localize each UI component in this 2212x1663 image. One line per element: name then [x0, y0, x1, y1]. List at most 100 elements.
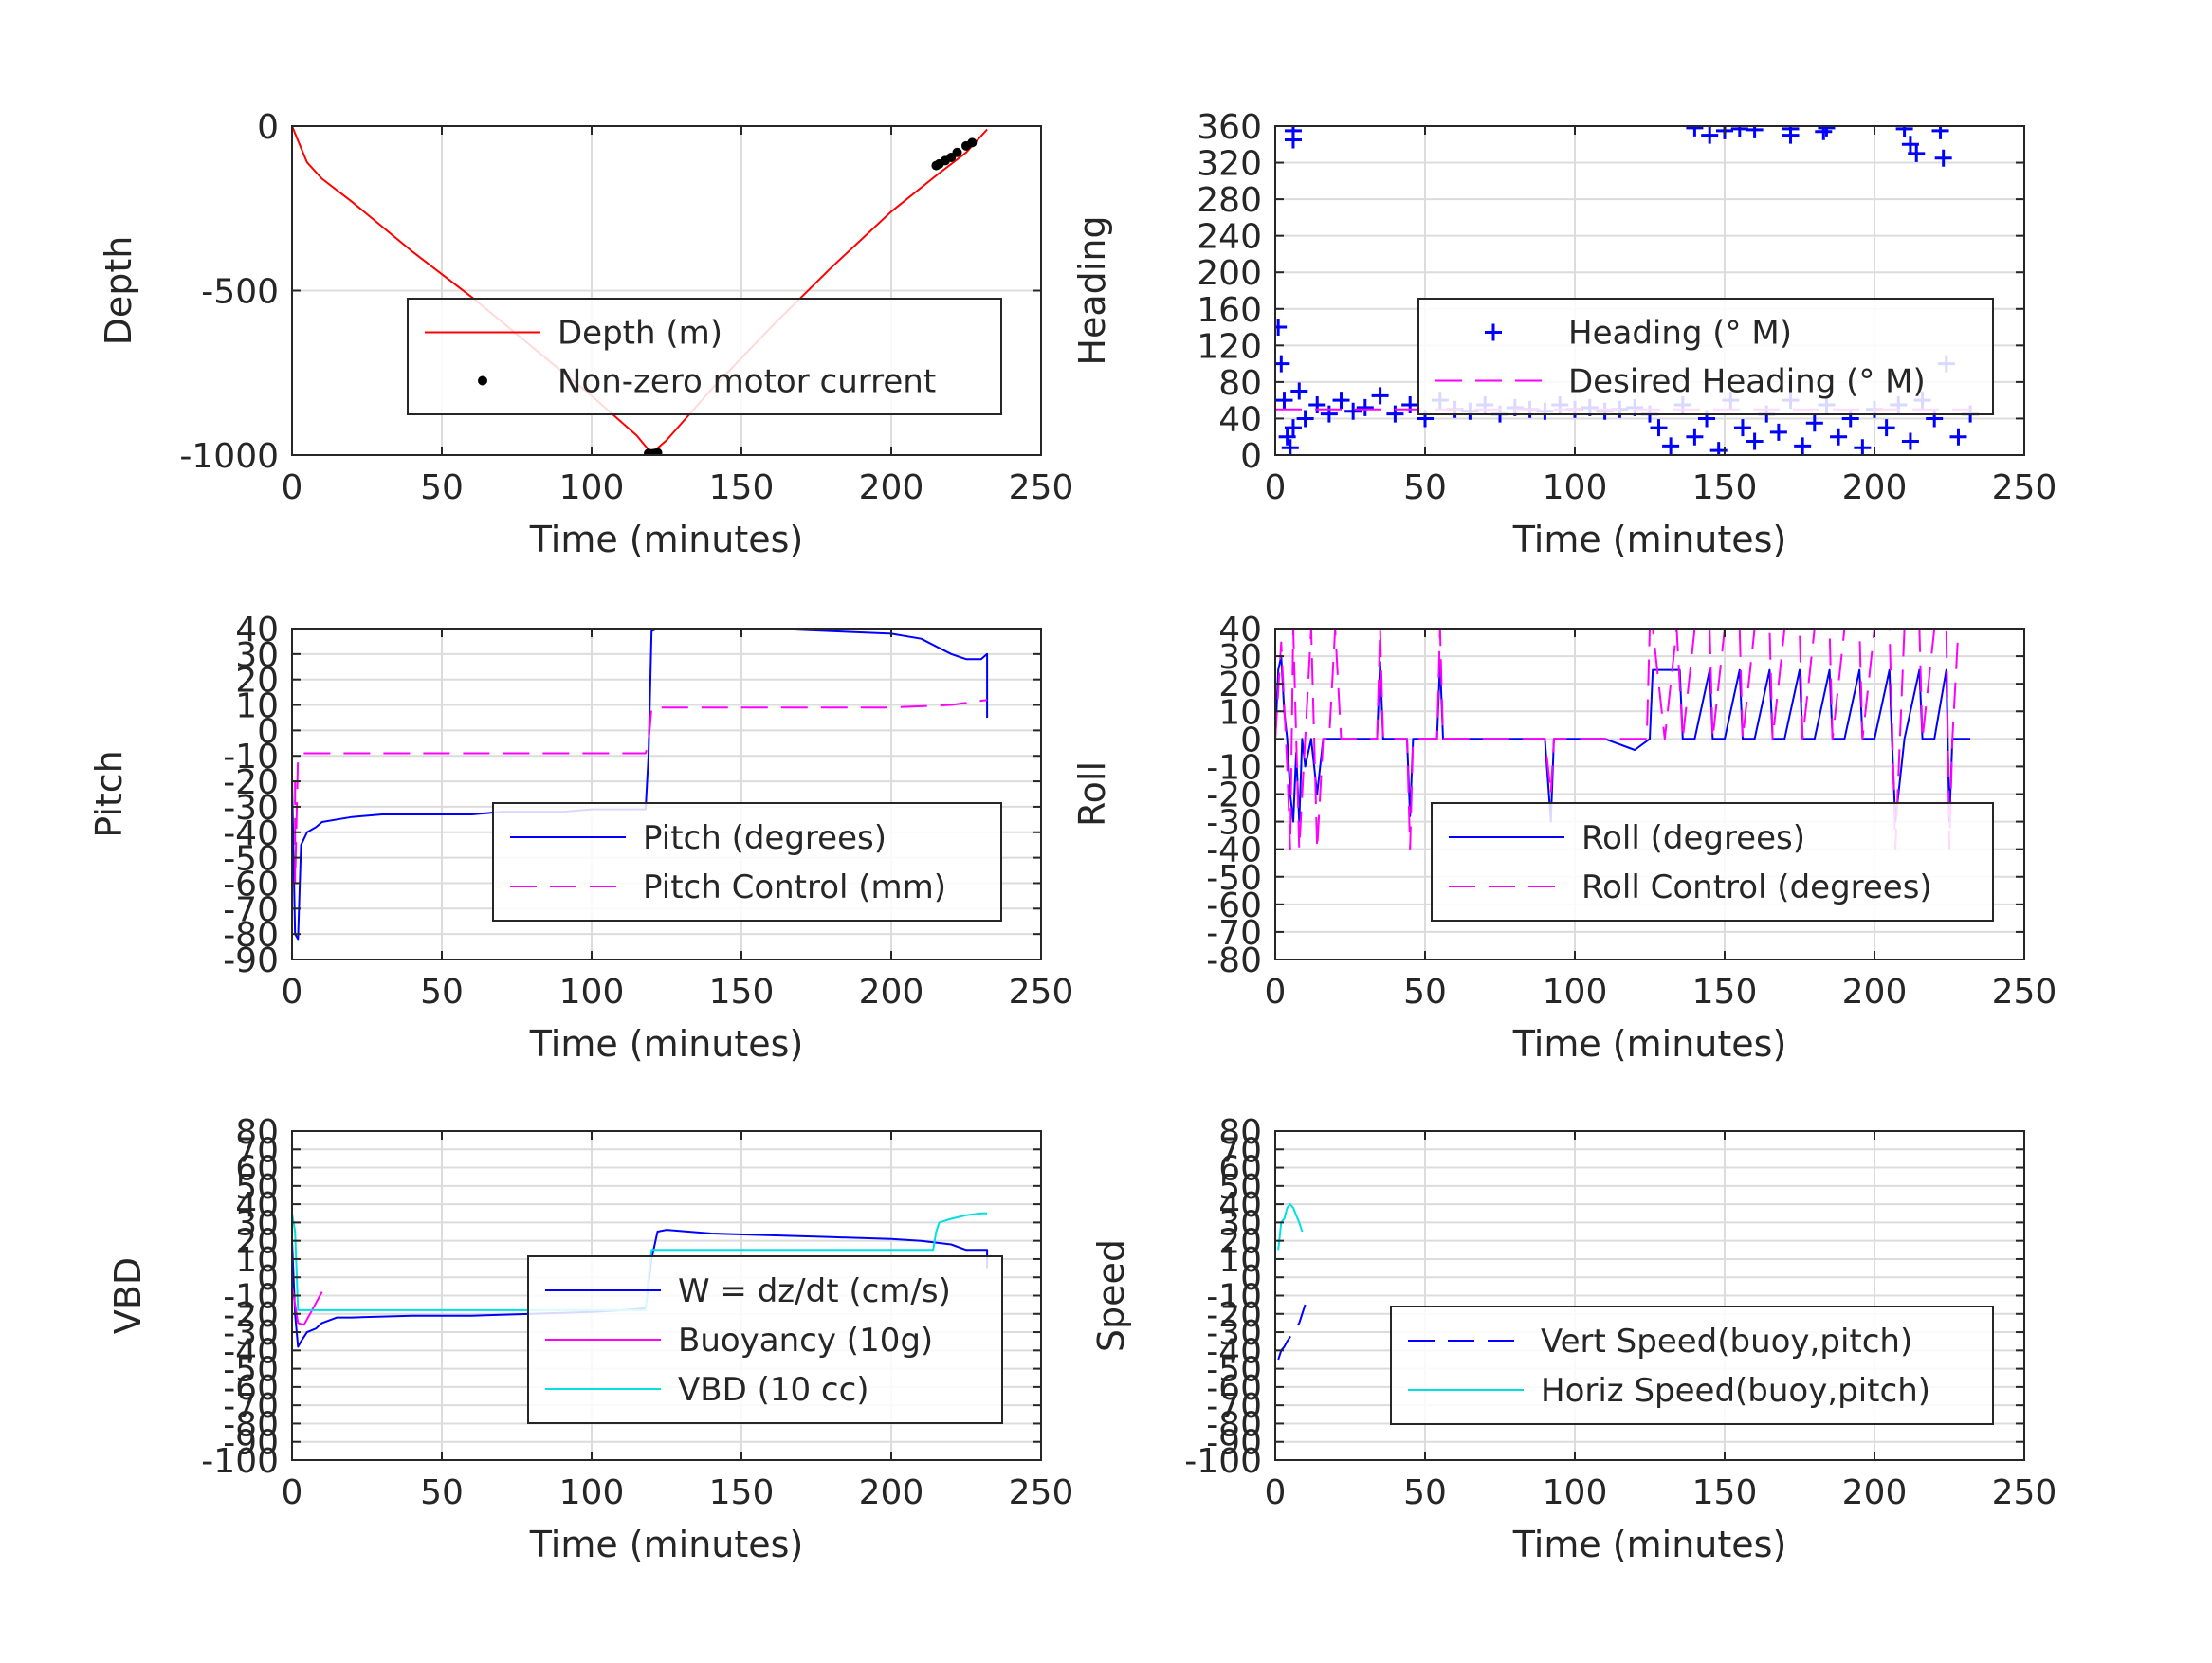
x-tick-label: 50 — [1403, 1473, 1447, 1512]
y-tick-label: 0 — [257, 1259, 279, 1298]
y-tick-label: -90 — [1206, 1424, 1262, 1463]
y-tick-label: -50 — [223, 840, 279, 879]
data-point — [1332, 392, 1350, 410]
y-tick-label: 20 — [1218, 666, 1262, 704]
series-group — [292, 126, 988, 455]
y-tick-label: 160 — [1197, 291, 1262, 330]
data-point — [1356, 398, 1374, 416]
data-point — [1278, 428, 1296, 446]
legend-entry: Depth (m) — [558, 315, 722, 353]
x-tick-label: 250 — [1009, 468, 1074, 507]
x-axis-label: Time (minutes) — [529, 1524, 804, 1565]
y-tick-label: 10 — [235, 1241, 279, 1280]
y-tick-label: -20 — [1206, 777, 1262, 815]
y-tick-label: -100 — [201, 1442, 279, 1481]
series-line-roll-1 — [1275, 629, 1971, 850]
x-axis-label: Time (minutes) — [529, 1023, 804, 1065]
y-tick-label: 120 — [1197, 327, 1262, 366]
y-tick-label: -500 — [201, 273, 279, 312]
data-point — [1815, 126, 1833, 140]
y-tick-label: 40 — [1218, 611, 1262, 649]
x-tick-label: 100 — [559, 1473, 625, 1512]
y-tick-label: 0 — [1240, 437, 1262, 476]
y-tick-label: 30 — [1218, 638, 1262, 677]
y-axis-label: Depth — [98, 236, 139, 346]
x-tick-label: 200 — [1842, 468, 1908, 507]
legend-entry: Non-zero motor current — [558, 363, 936, 401]
data-point — [1782, 126, 1800, 137]
axes-box — [1274, 125, 2025, 456]
y-tick-label: -40 — [223, 814, 279, 853]
chart-speed: 0 50 100 150 200 250-100-90-80-70-60-50-40-30… — [1090, 1113, 2057, 1565]
y-tick-label: -70 — [223, 890, 279, 929]
y-tick-label: -100 — [1184, 1442, 1262, 1481]
legend: Vert Speed(buoy,pitch) Horiz Speed(buoy,p… — [1390, 1306, 1994, 1425]
y-tick-label: 20 — [235, 1223, 279, 1262]
data-point — [1344, 402, 1362, 420]
data-point — [1662, 437, 1680, 455]
y-tick-label: 70 — [235, 1131, 279, 1170]
y-tick-label: 60 — [235, 1150, 279, 1189]
data-point — [1794, 437, 1812, 455]
y-tick-label: -70 — [223, 1387, 279, 1426]
data-point — [1371, 387, 1389, 405]
data-point — [1281, 439, 1299, 455]
chart-vbd: 0 50 100 150 200 250-100-90-80-70-60-50-40-30… — [107, 1113, 1073, 1565]
data-point — [1769, 423, 1787, 441]
x-tick-label: 200 — [859, 973, 924, 1012]
y-tick-label: -10 — [223, 1278, 279, 1317]
y-tick-label: -50 — [223, 1351, 279, 1390]
y-tick-label: 40 — [1218, 400, 1262, 439]
y-tick-label: 20 — [1218, 1223, 1262, 1262]
legend-entry: Vert Speed(buoy,pitch) — [1541, 1323, 1912, 1361]
series-line-speed-1 — [1277, 1203, 1304, 1251]
legend: Heading (° M) Desired Heading (° M) — [1417, 298, 1994, 415]
y-tick-label: -30 — [223, 789, 279, 828]
y-tick-label: 30 — [1218, 1204, 1262, 1243]
legend-marker — [1485, 323, 1502, 341]
legend-entry: Buoyancy (10g) — [678, 1322, 933, 1360]
y-tick-label: -50 — [1206, 1351, 1262, 1390]
legend-marker — [478, 375, 487, 386]
chart-pitch: 0 50 100 150 200 250-90-80-70-60-50-40-30-20-… — [88, 611, 1073, 1065]
x-tick-label: 100 — [1543, 468, 1608, 507]
y-axis-label: Speed — [1090, 1239, 1132, 1352]
y-tick-label: 10 — [1218, 693, 1262, 732]
data-point — [1949, 428, 1967, 446]
y-tick-label: -60 — [1206, 1369, 1262, 1408]
y-tick-label: 80 — [235, 1113, 279, 1152]
data-point — [1830, 428, 1848, 446]
x-tick-label: 50 — [1403, 973, 1447, 1012]
y-tick-label: -20 — [223, 763, 279, 802]
data-point — [652, 448, 663, 455]
y-tick-label: -20 — [1206, 1296, 1262, 1335]
legend-entry: W = dz/dt (cm/s) — [678, 1272, 951, 1310]
legend-entry: VBD (10 cc) — [678, 1371, 869, 1409]
x-tick-label: 100 — [559, 973, 625, 1012]
y-tick-label: 40 — [1218, 1186, 1262, 1225]
x-tick-label: 150 — [1692, 468, 1758, 507]
data-point — [1934, 149, 1952, 167]
chart-depth: 0 50 100 150 200 250 -1000 -500 0 Time (minutes) D… — [98, 108, 1073, 560]
data-point — [1650, 419, 1668, 437]
data-point — [1275, 319, 1288, 337]
y-axis-label: Heading — [1071, 215, 1113, 365]
y-tick-label: -90 — [223, 941, 279, 980]
series-line-pitch-1 — [292, 699, 988, 885]
legend: W = dz/dt (cm/s) Buoyancy (10g) VBD (10 cc… — [527, 1255, 1003, 1424]
x-tick-label: 150 — [1692, 1473, 1758, 1512]
x-tick-label: 50 — [420, 468, 464, 507]
y-tick-label: 50 — [235, 1168, 279, 1207]
x-tick-label: 50 — [1403, 468, 1447, 507]
y-tick-label: 30 — [235, 636, 279, 675]
x-tick-label: 150 — [709, 1473, 775, 1512]
x-tick-label: 150 — [709, 973, 775, 1012]
y-tick-label: -50 — [1206, 859, 1262, 898]
data-point — [1818, 126, 1836, 137]
data-point — [1290, 382, 1308, 400]
series-group — [1275, 629, 1971, 850]
x-tick-label: 50 — [420, 1473, 464, 1512]
legend: Roll (degrees) Roll Control (degrees) — [1431, 802, 1994, 922]
data-point — [1877, 419, 1895, 437]
y-axis-label: Roll — [1071, 761, 1113, 827]
